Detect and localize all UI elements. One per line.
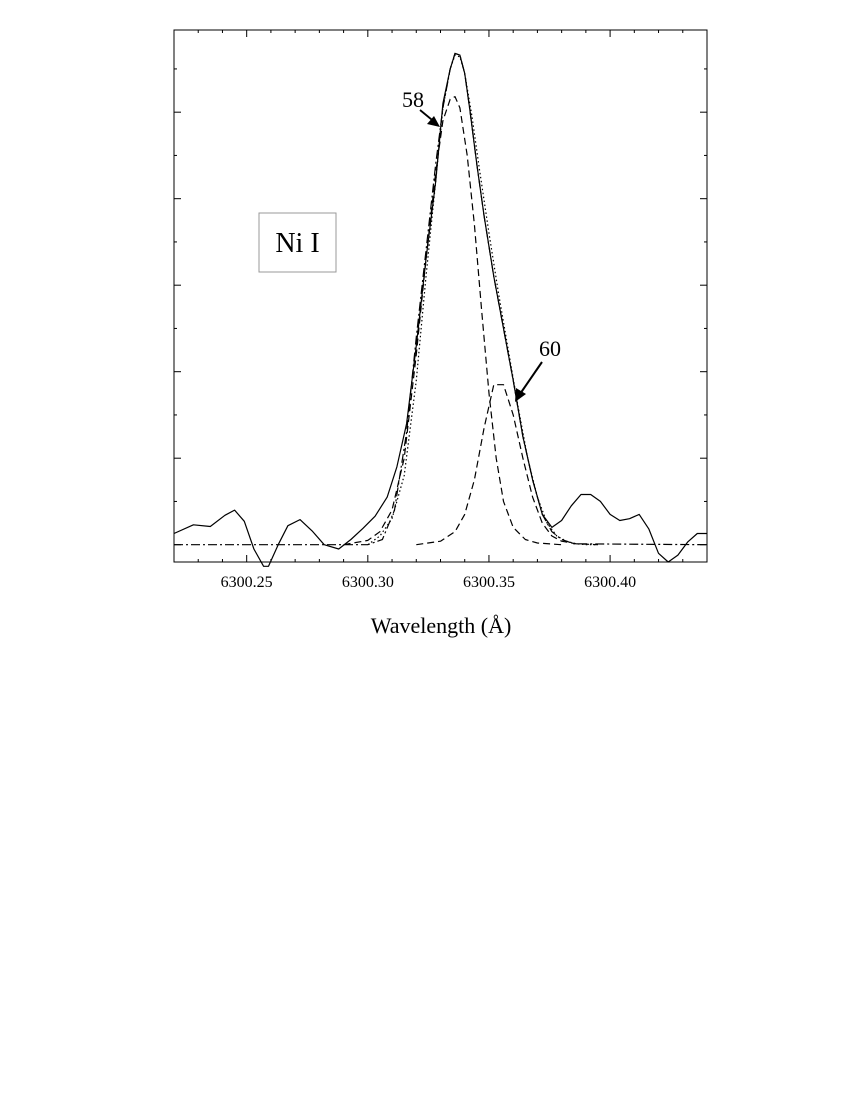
series-dashed-line [343, 96, 562, 546]
x-tick-label: 6300.40 [584, 574, 636, 591]
annotation-60-label: 60 [539, 336, 561, 361]
series-layer [173, 52, 708, 567]
series-dashdot-line [174, 52, 708, 546]
annotation-60-arrow [519, 361, 543, 395]
x-tick-label: 6300.30 [342, 574, 394, 591]
x-tick-label: 6300.35 [463, 574, 515, 591]
annotation-58: 58 [402, 87, 440, 127]
species-label: Ni I [275, 228, 319, 259]
x-tick-label: 6300.25 [221, 574, 273, 591]
x-axis-title: Wavelength (Å) [371, 613, 512, 638]
annotation-60-arrowhead [515, 388, 526, 402]
series-dashed-line [416, 384, 599, 546]
annotation-60: 60 [515, 336, 561, 402]
axis-ticks [173, 30, 708, 562]
x-tick-labels: 6300.25 6300.30 6300.35 6300.40 [221, 574, 636, 591]
annotation-58-arrowhead [427, 116, 440, 127]
species-label-box: Ni I [258, 212, 337, 273]
annotation-58-label: 58 [402, 87, 424, 112]
series-dotted-line [367, 54, 598, 546]
plot-frame [173, 29, 708, 563]
